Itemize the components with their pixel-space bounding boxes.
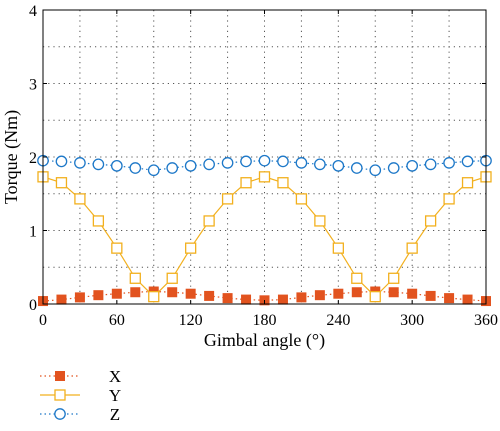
plot-series xyxy=(37,154,492,307)
legend-label: X xyxy=(109,367,121,386)
data-point-z xyxy=(369,164,382,177)
data-point-z xyxy=(55,155,68,168)
y-tick-label: 1 xyxy=(29,224,37,241)
x-axis-title: Gimbal angle (°) xyxy=(204,330,325,351)
data-point-x xyxy=(130,287,141,298)
data-point-z xyxy=(221,157,234,169)
x-tick-label: 300 xyxy=(400,312,424,329)
data-point-z xyxy=(295,157,308,169)
data-point-x xyxy=(277,294,288,305)
legend-item-x: X xyxy=(40,367,121,386)
legend-marker xyxy=(54,389,66,401)
data-point-y xyxy=(332,242,344,254)
data-point-z xyxy=(166,162,179,174)
data-point-z xyxy=(74,157,86,169)
legend-item-y: Y xyxy=(40,386,121,405)
legend-label: Y xyxy=(109,386,121,405)
data-point-y xyxy=(351,272,363,284)
data-point-z xyxy=(332,159,345,172)
y-tick-label: 2 xyxy=(29,150,37,167)
data-point-y xyxy=(74,193,86,205)
series-line-y xyxy=(42,176,487,298)
data-point-y xyxy=(185,242,197,254)
data-point-z xyxy=(350,162,363,174)
data-point-x xyxy=(56,294,67,305)
data-point-x xyxy=(333,288,344,299)
data-point-y xyxy=(148,290,160,303)
data-point-x xyxy=(407,288,418,299)
data-point-z xyxy=(147,164,160,177)
data-point-z xyxy=(424,158,437,171)
x-tick-label: 240 xyxy=(326,312,350,329)
y-tick-label: 0 xyxy=(29,297,37,314)
data-point-x xyxy=(74,292,85,303)
data-point-x xyxy=(185,288,196,299)
data-point-y xyxy=(388,272,400,284)
data-point-x xyxy=(351,287,362,298)
data-point-x xyxy=(444,293,455,304)
data-point-x xyxy=(462,294,473,305)
data-point-z xyxy=(277,155,289,168)
data-point-y xyxy=(406,242,418,254)
x-tick-label: 360 xyxy=(474,312,498,329)
data-point-y xyxy=(461,177,474,189)
x-tick-label: 0 xyxy=(39,312,47,329)
data-point-y xyxy=(369,290,381,303)
data-point-y xyxy=(55,177,68,189)
y-axis-title: Torque (Nm) xyxy=(1,110,22,204)
data-point-y xyxy=(240,177,252,189)
data-point-x xyxy=(314,290,325,301)
data-point-y xyxy=(203,215,215,227)
legend-marker xyxy=(55,371,65,381)
y-tick-label: 4 xyxy=(29,3,37,20)
data-point-x xyxy=(425,290,436,301)
data-point-z xyxy=(461,155,474,168)
data-point-z xyxy=(314,158,326,171)
data-point-y xyxy=(277,177,289,189)
legend-item-z: Z xyxy=(40,405,120,424)
data-point-z xyxy=(110,159,123,172)
x-tick-label: 60 xyxy=(109,312,125,329)
y-tick-label: 3 xyxy=(29,77,37,94)
axis-ticks: 0 60 120 180 240 300 360 0 1 2 3 4 xyxy=(29,3,498,329)
data-point-y xyxy=(314,215,326,227)
data-point-x xyxy=(241,294,252,305)
data-point-x xyxy=(296,292,307,303)
data-point-x xyxy=(388,287,399,298)
legend-label: Z xyxy=(110,405,120,424)
series-y xyxy=(37,171,492,303)
data-point-y xyxy=(221,193,234,205)
x-tick-label: 120 xyxy=(179,312,203,329)
data-point-x xyxy=(111,288,122,299)
data-point-y xyxy=(92,215,105,227)
data-point-x xyxy=(204,290,215,301)
grid xyxy=(43,10,486,304)
data-point-y xyxy=(443,193,455,205)
legend-marker xyxy=(54,408,66,420)
x-tick-label: 180 xyxy=(253,312,277,329)
data-point-z xyxy=(387,162,400,174)
data-point-y xyxy=(111,242,123,254)
data-point-z xyxy=(258,154,271,167)
data-point-z xyxy=(240,155,252,168)
data-point-y xyxy=(166,272,178,284)
legend: XYZ xyxy=(40,367,121,424)
data-point-z xyxy=(203,158,215,171)
data-point-y xyxy=(258,171,271,183)
data-point-z xyxy=(443,157,455,169)
data-point-y xyxy=(424,215,437,227)
data-point-z xyxy=(184,159,197,172)
data-point-x xyxy=(167,287,178,298)
data-point-z xyxy=(406,159,419,172)
data-point-y xyxy=(295,193,308,205)
data-point-y xyxy=(129,272,141,284)
data-point-z xyxy=(129,162,142,174)
data-point-z xyxy=(92,158,105,171)
data-point-x xyxy=(93,290,104,301)
series-z xyxy=(37,154,492,177)
data-point-x xyxy=(222,293,233,304)
